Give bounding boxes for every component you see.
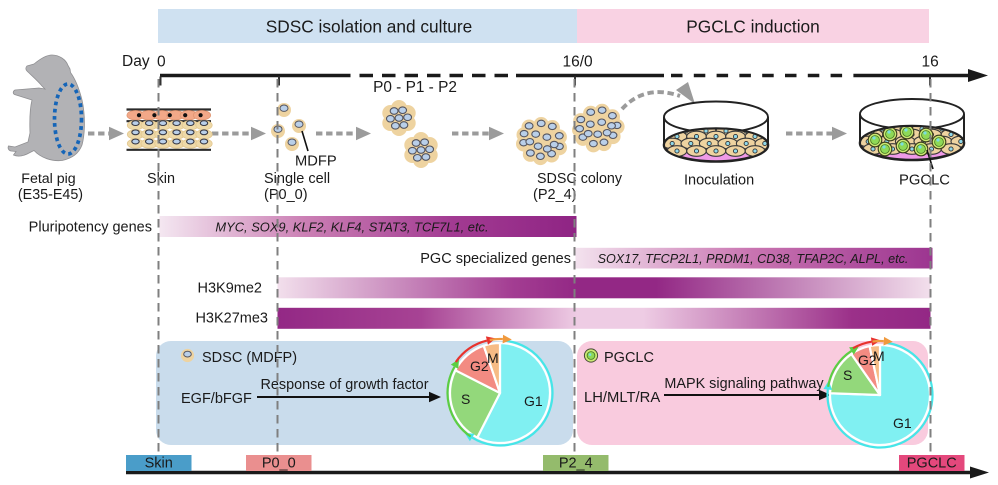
svg-text:MAPK signaling pathway: MAPK signaling pathway <box>664 376 824 392</box>
svg-text:0: 0 <box>157 54 166 71</box>
svg-text:PGC specialized genes: PGC specialized genes <box>420 251 571 267</box>
svg-text:SDSC colony: SDSC colony <box>537 171 623 187</box>
svg-text:PGCLC induction: PGCLC induction <box>686 17 820 37</box>
svg-text:G2: G2 <box>470 358 489 374</box>
svg-text:(P2_4): (P2_4) <box>533 187 577 203</box>
svg-text:Fetal pig: Fetal pig <box>21 171 75 187</box>
svg-text:SOX17, TFCP2L1, PRDM1, CD38, T: SOX17, TFCP2L1, PRDM1, CD38, TFAP2C, ALP… <box>598 252 909 266</box>
svg-text:SDSC (MDFP): SDSC (MDFP) <box>202 350 297 366</box>
svg-text:G1: G1 <box>524 393 543 409</box>
svg-text:PGCLC: PGCLC <box>899 173 950 189</box>
svg-text:Inoculation: Inoculation <box>684 173 754 189</box>
svg-text:G2: G2 <box>858 352 877 368</box>
svg-text:M: M <box>873 348 885 364</box>
svg-text:H3K27me3: H3K27me3 <box>195 311 268 327</box>
svg-text:MYC, SOX9, KLF2, KLF4, STAT3,: MYC, SOX9, KLF2, KLF4, STAT3, TCF7L1, et… <box>215 220 488 235</box>
svg-text:P0_0: P0_0 <box>262 456 296 472</box>
svg-text:P2_4: P2_4 <box>559 456 593 472</box>
svg-text:M: M <box>487 350 499 366</box>
svg-text:(E35-E45): (E35-E45) <box>18 187 83 203</box>
svg-text:H3K9me2: H3K9me2 <box>198 281 262 297</box>
svg-text:SDSC isolation and culture: SDSC isolation and culture <box>266 17 473 37</box>
svg-text:EGF/bFGF: EGF/bFGF <box>181 391 252 407</box>
svg-text:Single cell: Single cell <box>264 171 330 187</box>
svg-text:16/0: 16/0 <box>563 54 594 71</box>
svg-text:(P0_0): (P0_0) <box>264 187 308 203</box>
svg-text:P0 - P1 - P2: P0 - P1 - P2 <box>373 79 457 96</box>
svg-text:Skin: Skin <box>147 171 175 187</box>
svg-text:PGCLC: PGCLC <box>604 350 654 366</box>
svg-text:S: S <box>461 391 470 407</box>
svg-text:16: 16 <box>922 54 939 71</box>
svg-text:Skin: Skin <box>145 456 173 472</box>
svg-text:S: S <box>843 367 852 383</box>
svg-text:Pluripotency genes: Pluripotency genes <box>29 220 152 236</box>
svg-text:LH/MLT/RA: LH/MLT/RA <box>584 390 660 406</box>
svg-text:Response of growth factor: Response of growth factor <box>261 377 429 393</box>
svg-text:Day: Day <box>122 53 150 70</box>
svg-text:MDFP: MDFP <box>295 154 337 170</box>
svg-text:G1: G1 <box>893 415 912 431</box>
svg-text:PGCLC: PGCLC <box>907 456 957 472</box>
